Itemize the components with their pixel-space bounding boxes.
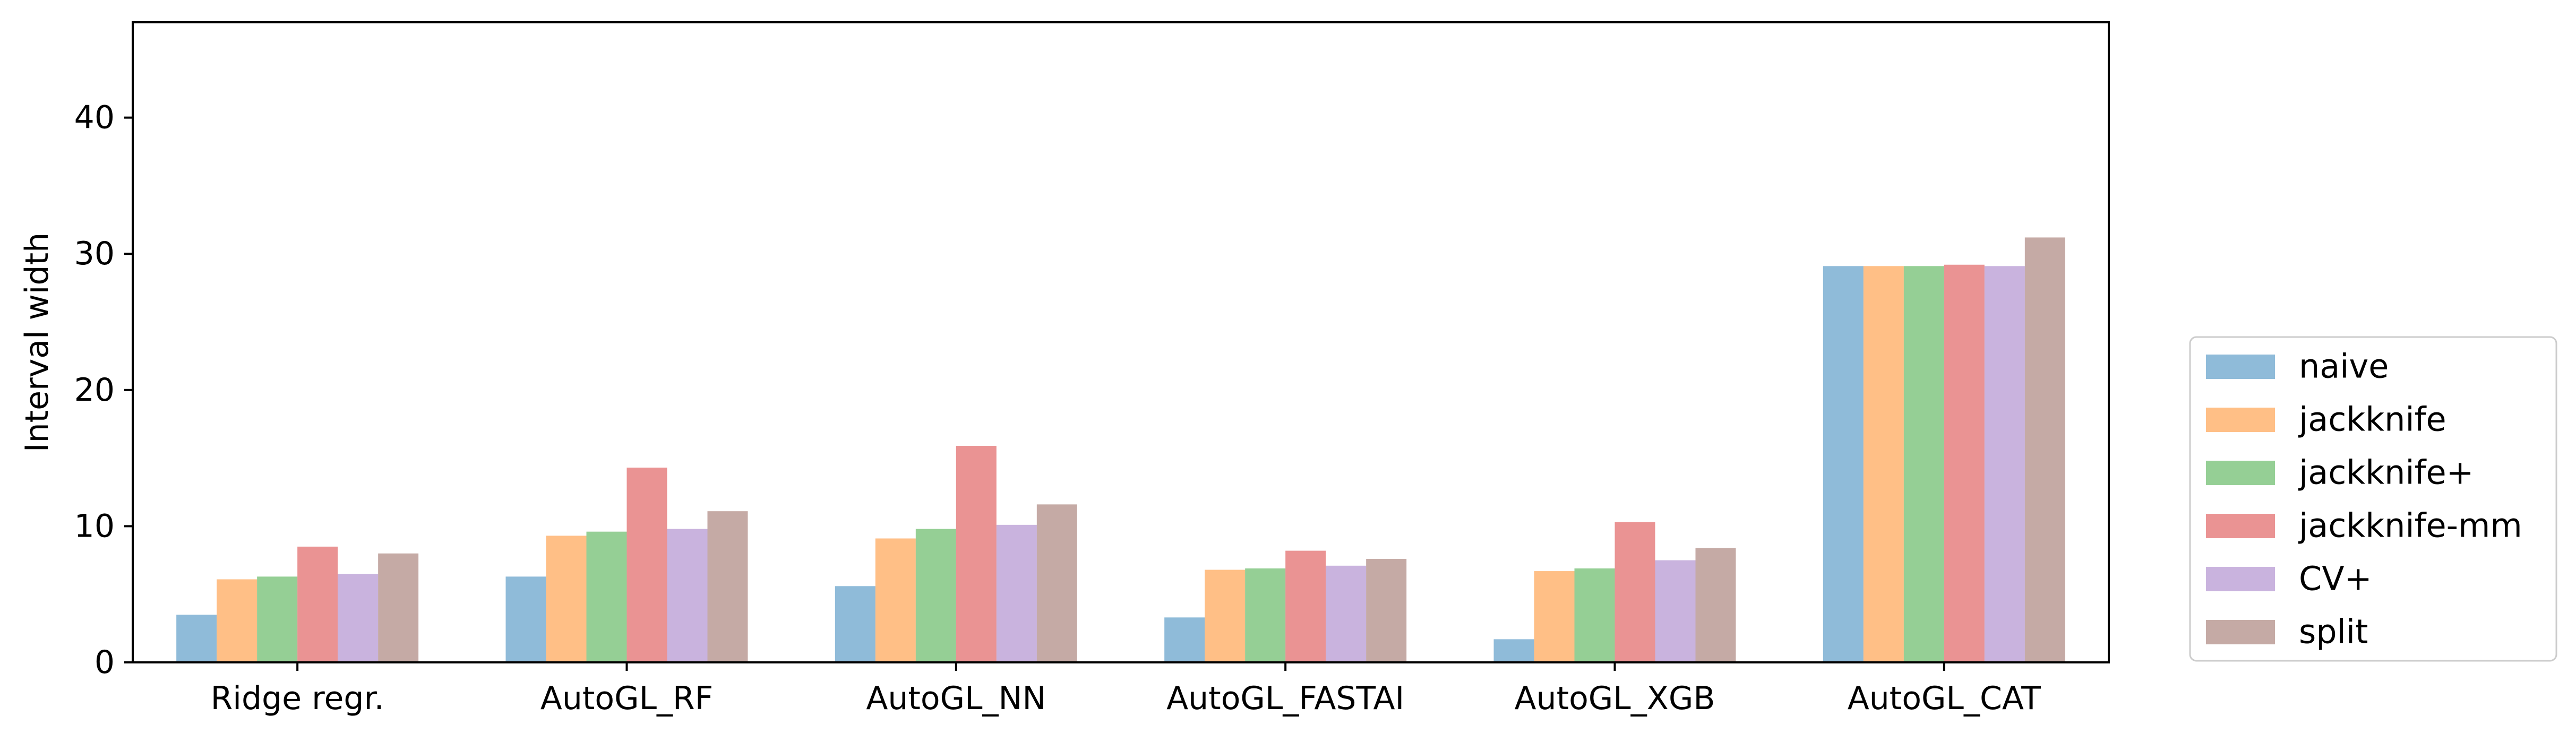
bar-naive-AutoGL_CAT bbox=[1823, 266, 1864, 662]
legend-label-jackknife: jackknife bbox=[2298, 400, 2446, 439]
x-tick-label: AutoGL_XGB bbox=[1515, 680, 1715, 717]
bar-jackknife-mm-AutoGL_FASTAI bbox=[1285, 550, 1326, 662]
bar-naive-AutoGL_NN bbox=[835, 586, 875, 662]
bar-naive-AutoGL_XGB bbox=[1493, 639, 1534, 662]
bar-CV+-AutoGL_NN bbox=[996, 524, 1037, 662]
bar-naive-AutoGL_FASTAI bbox=[1164, 617, 1205, 662]
legend-label-naive: naive bbox=[2299, 347, 2389, 386]
y-tick-label: 10 bbox=[74, 507, 115, 545]
legend-swatch-jackknife bbox=[2206, 408, 2275, 432]
y-tick-label: 0 bbox=[95, 644, 115, 681]
legend-swatch-naive bbox=[2206, 355, 2275, 379]
bar-naive-Ridge regr. bbox=[176, 615, 217, 662]
bar-jackknife-mm-AutoGL_CAT bbox=[1944, 264, 1985, 662]
bar-jackknife+-AutoGL_NN bbox=[915, 529, 956, 662]
y-tick-label: 30 bbox=[74, 235, 115, 272]
bar-jackknife-AutoGL_RF bbox=[546, 536, 587, 662]
bar-CV+-AutoGL_FASTAI bbox=[1326, 565, 1367, 662]
legend-label-jackknife-mm: jackknife-mm bbox=[2298, 506, 2522, 545]
legend: naive jackknife jackknife+ jackknife-mm CV+ s… bbox=[2189, 336, 2557, 662]
bar-jackknife-AutoGL_CAT bbox=[1863, 266, 1904, 662]
bar-jackknife+-AutoGL_RF bbox=[586, 531, 627, 662]
bars-group bbox=[176, 237, 2065, 662]
bar-split-Ridge regr. bbox=[378, 553, 419, 662]
bar-CV+-Ridge regr. bbox=[338, 574, 379, 662]
y-tick-label: 40 bbox=[74, 99, 115, 136]
legend-swatch-split bbox=[2206, 620, 2275, 644]
y-tick-label: 20 bbox=[74, 372, 115, 409]
bar-CV+-AutoGL_RF bbox=[667, 529, 708, 662]
axes-group: 0 10 20 30 40 Ridge regr. AutoGL_RF AutoGL_NN Au… bbox=[19, 21, 2110, 717]
bar-naive-AutoGL_RF bbox=[505, 576, 546, 662]
bar-CV+-AutoGL_XGB bbox=[1655, 560, 1696, 662]
bar-jackknife-mm-AutoGL_NN bbox=[956, 446, 997, 662]
bar-jackknife+-AutoGL_FASTAI bbox=[1245, 568, 1286, 662]
x-tick-label: AutoGL_FASTAI bbox=[1166, 680, 1404, 717]
legend-label-CV+: CV+ bbox=[2299, 559, 2372, 598]
bar-jackknife+-Ridge regr. bbox=[257, 576, 298, 662]
plot-frame bbox=[132, 21, 2110, 663]
bar-jackknife-mm-AutoGL_XGB bbox=[1615, 522, 1655, 662]
bar-split-AutoGL_RF bbox=[707, 511, 748, 662]
bar-jackknife-mm-Ridge regr. bbox=[297, 546, 338, 662]
legend-swatch-jackknife+ bbox=[2206, 461, 2275, 485]
legend-swatch-CV+ bbox=[2206, 567, 2275, 591]
bar-jackknife+-AutoGL_XGB bbox=[1574, 568, 1615, 662]
legend-box bbox=[2189, 336, 2557, 662]
bar-split-AutoGL_NN bbox=[1036, 504, 1077, 662]
legend-label-jackknife+: jackknife+ bbox=[2298, 453, 2474, 492]
bar-CV+-AutoGL_CAT bbox=[1984, 266, 2025, 662]
bar-jackknife-AutoGL_FASTAI bbox=[1205, 570, 1246, 662]
legend-label-split: split bbox=[2299, 612, 2368, 651]
x-tick-label: Ridge regr. bbox=[211, 680, 384, 717]
bar-jackknife-AutoGL_NN bbox=[875, 538, 916, 662]
bar-split-AutoGL_XGB bbox=[1695, 548, 1736, 662]
bar-jackknife-AutoGL_XGB bbox=[1534, 571, 1575, 662]
bar-jackknife-mm-AutoGL_RF bbox=[626, 468, 667, 662]
legend-swatch-jackknife-mm bbox=[2206, 514, 2275, 538]
x-tick-label: AutoGL_NN bbox=[866, 680, 1046, 717]
y-axis-label: Interval width bbox=[19, 232, 56, 452]
bar-jackknife-Ridge regr. bbox=[217, 579, 257, 662]
bar-split-AutoGL_CAT bbox=[2024, 237, 2065, 662]
x-tick-label: AutoGL_CAT bbox=[1848, 680, 2041, 717]
bar-split-AutoGL_FASTAI bbox=[1366, 558, 1407, 662]
bar-jackknife+-AutoGL_CAT bbox=[1903, 266, 1944, 662]
x-tick-label: AutoGL_RF bbox=[540, 680, 713, 717]
